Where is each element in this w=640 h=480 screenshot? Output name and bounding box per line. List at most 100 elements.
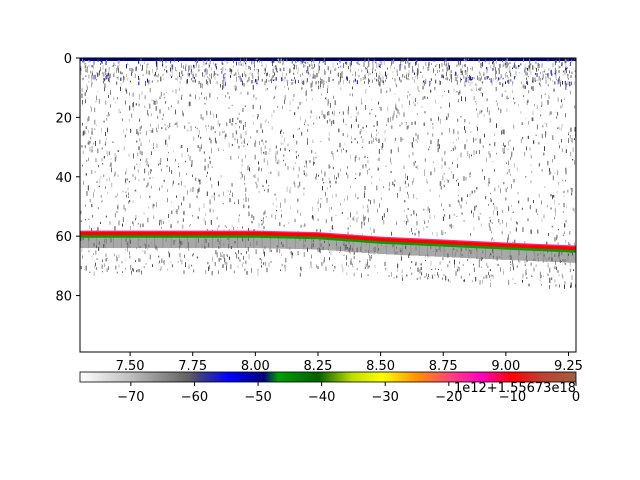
echo-sample — [543, 214, 545, 219]
echo-sample — [394, 179, 396, 182]
echo-sample — [298, 79, 299, 83]
echo-sample — [166, 143, 168, 147]
echo-sample — [193, 64, 194, 67]
echo-sample — [541, 95, 542, 99]
echo-sample — [178, 60, 179, 62]
echo-sample — [553, 88, 555, 92]
echo-sample — [489, 219, 491, 223]
echo-sample — [518, 260, 520, 263]
echo-sample — [145, 81, 146, 86]
echo-sample — [545, 134, 546, 138]
echo-sample — [258, 168, 259, 171]
echo-sample — [238, 76, 240, 78]
echo-sample — [307, 124, 309, 126]
echo-sample — [189, 224, 190, 228]
echo-sample — [300, 74, 302, 78]
echo-sample — [228, 228, 230, 231]
echo-sample — [404, 200, 406, 203]
echo-sample — [142, 64, 143, 70]
echo-sample — [105, 258, 107, 260]
echo-sample — [364, 266, 366, 269]
echo-sample — [493, 203, 494, 205]
echo-sample — [369, 227, 371, 230]
echo-sample — [322, 84, 324, 88]
echo-sample — [460, 77, 461, 83]
echo-sample — [291, 83, 293, 85]
echo-sample — [401, 64, 403, 66]
echo-sample — [95, 250, 97, 255]
echo-sample — [99, 139, 101, 145]
echo-sample — [464, 144, 466, 150]
echo-sample — [404, 75, 406, 79]
echo-sample — [483, 114, 485, 117]
echo-sample — [136, 270, 138, 273]
echo-sample — [408, 154, 410, 158]
echo-sample — [565, 65, 567, 70]
echo-sample — [429, 81, 431, 83]
echo-sample — [120, 86, 121, 92]
echo-sample — [165, 65, 167, 69]
echo-sample — [364, 186, 366, 190]
echo-sample — [397, 192, 398, 198]
echo-sample — [322, 61, 324, 63]
echo-sample — [483, 276, 485, 279]
echo-sample — [397, 267, 398, 272]
echo-sample — [367, 265, 369, 269]
echo-sample — [457, 118, 459, 122]
echo-sample — [444, 214, 446, 217]
echo-sample — [253, 175, 255, 177]
echo-sample — [112, 65, 114, 68]
echo-sample — [218, 148, 219, 152]
echo-sample — [497, 264, 499, 266]
echo-sample — [261, 265, 262, 268]
echo-sample — [333, 157, 334, 161]
echo-sample — [480, 66, 482, 69]
echo-sample — [540, 274, 542, 278]
echo-sample — [371, 133, 372, 138]
echo-sample — [364, 193, 365, 198]
echo-sample — [107, 191, 109, 194]
echo-sample — [524, 69, 526, 73]
echo-sample — [168, 151, 169, 154]
echo-sample — [355, 106, 357, 111]
echo-sample — [87, 142, 89, 145]
echo-sample — [103, 78, 105, 81]
echo-sample — [218, 225, 220, 227]
echo-sample — [552, 175, 554, 181]
echo-sample — [554, 60, 556, 66]
echo-sample — [499, 82, 501, 85]
echo-sample — [307, 138, 308, 143]
echo-sample — [87, 68, 88, 73]
echo-sample — [412, 146, 414, 149]
echo-sample — [298, 167, 300, 172]
echo-sample — [175, 67, 176, 70]
echo-sample — [209, 199, 211, 205]
echo-sample — [382, 143, 384, 148]
echo-sample — [197, 59, 198, 63]
echo-sample — [332, 166, 334, 170]
echo-sample — [347, 195, 348, 201]
echo-sample — [204, 69, 206, 72]
echo-sample — [293, 72, 295, 75]
echo-sample — [126, 64, 127, 69]
echo-sample — [273, 96, 275, 98]
echo-sample — [571, 138, 573, 143]
echo-sample — [286, 58, 288, 62]
echo-sample — [114, 213, 116, 218]
echo-sample — [482, 81, 484, 84]
echo-sample — [439, 64, 440, 69]
echo-sample — [102, 163, 104, 165]
echo-sample — [508, 141, 510, 146]
echo-sample — [565, 167, 567, 171]
echo-sample — [216, 227, 218, 229]
echo-sample — [202, 72, 203, 77]
echo-sample — [527, 81, 528, 85]
echo-sample — [350, 69, 351, 73]
echo-sample — [434, 87, 436, 90]
echo-sample — [450, 74, 452, 79]
echo-sample — [80, 71, 82, 75]
echo-sample — [266, 267, 268, 273]
echo-sample — [285, 73, 287, 76]
plot-area — [80, 58, 576, 352]
echo-sample — [353, 216, 355, 222]
